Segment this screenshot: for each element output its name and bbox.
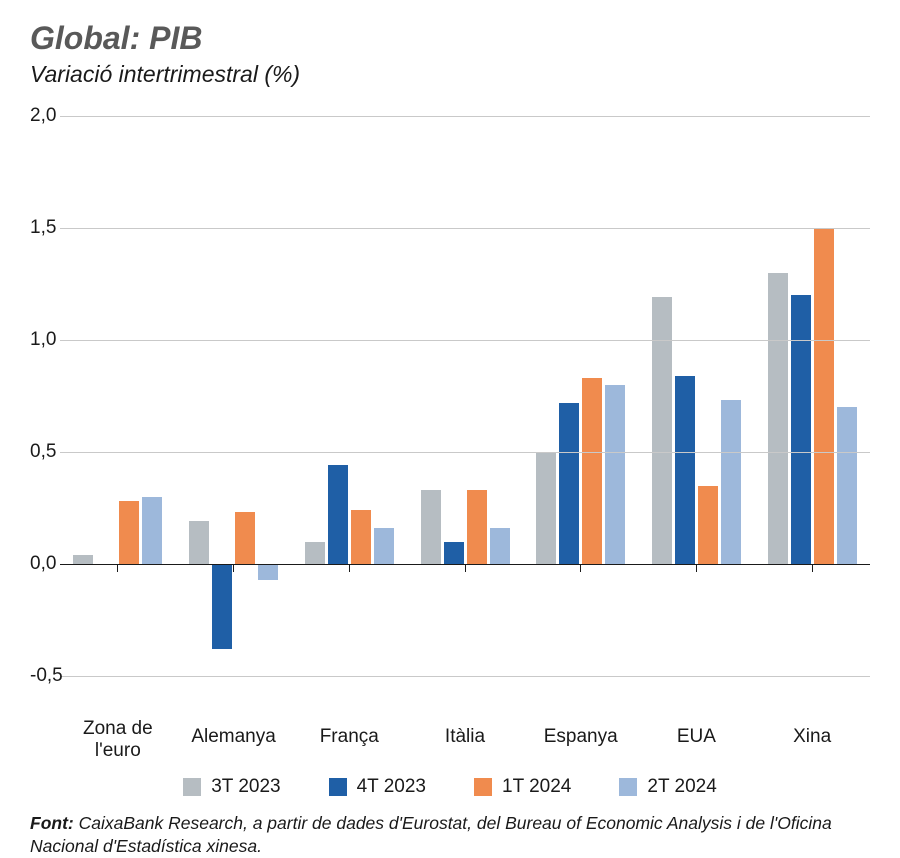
legend-swatch (329, 778, 347, 796)
bar (351, 510, 371, 564)
x-tick-label: Itàlia (405, 726, 525, 748)
x-tick (812, 564, 813, 572)
bar (305, 542, 325, 564)
bar (582, 378, 602, 564)
chart-page: Global: PIB Variació intertrimestral (%)… (0, 0, 900, 833)
bar (559, 403, 579, 564)
bar (142, 497, 162, 564)
gridline (60, 676, 870, 677)
gridline (60, 340, 870, 341)
bar (675, 376, 695, 564)
x-tick (580, 564, 581, 572)
legend-swatch (474, 778, 492, 796)
y-tick-label: 2,0 (30, 105, 66, 127)
legend-swatch (619, 778, 637, 796)
legend-label: 3T 2023 (211, 776, 280, 798)
chart-area: Zona del'euroAlemanyaFrançaItàliaEspanya… (30, 116, 870, 676)
bar (258, 564, 278, 580)
legend-label: 1T 2024 (502, 776, 571, 798)
bar (212, 564, 232, 649)
bar (467, 490, 487, 564)
bar (374, 528, 394, 564)
bar (235, 512, 255, 564)
x-tick (349, 564, 350, 572)
legend-item: 2T 2024 (619, 776, 716, 798)
bar (444, 542, 464, 564)
bar (721, 400, 741, 564)
y-tick-label: -0,5 (30, 665, 66, 687)
y-tick-label: 1,5 (30, 217, 66, 239)
y-tick-label: 0,5 (30, 441, 66, 463)
x-tick-label: Alemanya (174, 726, 294, 748)
bar (421, 490, 441, 564)
y-tick-label: 0,0 (30, 553, 66, 575)
legend-item: 3T 2023 (183, 776, 280, 798)
bar (490, 528, 510, 564)
bar (768, 273, 788, 564)
bar (791, 295, 811, 564)
bar (328, 465, 348, 564)
bar (119, 501, 139, 564)
x-tick (233, 564, 234, 572)
footnote: Font: CaixaBank Research, a partir de da… (30, 812, 870, 858)
legend-item: 4T 2023 (329, 776, 426, 798)
gridline (60, 228, 870, 229)
chart-title: Global: PIB (30, 20, 870, 57)
x-tick-label: Espanya (521, 726, 641, 748)
footnote-text: CaixaBank Research, a partir de dades d'… (30, 813, 832, 856)
legend-swatch (183, 778, 201, 796)
bar (605, 385, 625, 564)
x-tick (117, 564, 118, 572)
x-tick (696, 564, 697, 572)
bar (189, 521, 209, 564)
chart-subtitle: Variació intertrimestral (%) (30, 61, 870, 88)
bar (73, 555, 93, 564)
legend: 3T 2023 4T 2023 1T 2024 2T 2024 (30, 776, 870, 798)
legend-item: 1T 2024 (474, 776, 571, 798)
bar (814, 228, 834, 564)
gridline (60, 452, 870, 453)
bar (652, 297, 672, 564)
bar (837, 407, 857, 564)
x-tick-label: França (289, 726, 409, 748)
plot-region: Zona del'euroAlemanyaFrançaItàliaEspanya… (60, 116, 870, 676)
footnote-label: Font: (30, 813, 74, 833)
legend-label: 4T 2023 (357, 776, 426, 798)
x-tick-label: Zona del'euro (58, 718, 178, 762)
x-tick-label: EUA (636, 726, 756, 748)
x-tick (465, 564, 466, 572)
x-tick-label: Xina (752, 726, 872, 748)
bar (536, 452, 556, 564)
legend-label: 2T 2024 (647, 776, 716, 798)
gridline (60, 116, 870, 117)
gridline (60, 564, 870, 565)
y-tick-label: 1,0 (30, 329, 66, 351)
bar (698, 486, 718, 564)
